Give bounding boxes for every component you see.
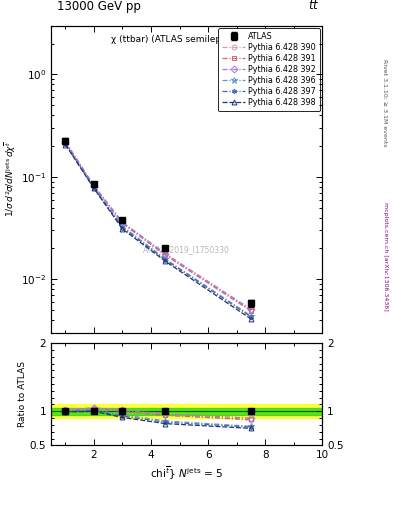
Pythia 6.428 392 [92, 183, 96, 189]
Pythia 6.428 391 [92, 183, 96, 189]
Pythia 6.428 390 [163, 251, 168, 258]
Pythia 6.428 397 [63, 141, 68, 147]
Pythia 6.428 391 [120, 221, 125, 227]
Pythia 6.428 396 [248, 313, 253, 319]
Text: 13000 GeV pp: 13000 GeV pp [57, 1, 140, 13]
Pythia 6.428 398 [92, 185, 96, 191]
Legend: ATLAS, Pythia 6.428 390, Pythia 6.428 391, Pythia 6.428 392, Pythia 6.428 396, P: ATLAS, Pythia 6.428 390, Pythia 6.428 39… [218, 28, 320, 111]
Pythia 6.428 392 [120, 219, 125, 225]
Text: $t\bar{t}$: $t\bar{t}$ [308, 0, 320, 13]
Pythia 6.428 392 [163, 250, 168, 257]
Pythia 6.428 397 [163, 257, 168, 263]
Pythia 6.428 398 [63, 141, 68, 147]
Pythia 6.428 392 [63, 139, 68, 145]
Pythia 6.428 390 [120, 219, 125, 225]
Text: χ (ttbar) (ATLAS semileptonic ttbar): χ (ttbar) (ATLAS semileptonic ttbar) [112, 35, 273, 44]
Pythia 6.428 396 [120, 223, 125, 229]
Pythia 6.428 398 [163, 258, 168, 264]
Pythia 6.428 390 [92, 183, 96, 189]
Pythia 6.428 398 [120, 226, 125, 232]
Pythia 6.428 392 [248, 306, 253, 312]
Bar [51, 408, 322, 415]
Pythia 6.428 390 [248, 307, 253, 313]
Text: ATLAS_2019_I1750330: ATLAS_2019_I1750330 [143, 245, 230, 254]
Line: Pythia 6.428 392: Pythia 6.428 392 [63, 139, 253, 312]
Pythia 6.428 391 [63, 139, 68, 145]
Pythia 6.428 390 [63, 138, 68, 144]
Pythia 6.428 396 [163, 256, 168, 262]
X-axis label: chi$^{\overline{t}}$} $N^{\rm jets}$ = 5: chi$^{\overline{t}}$} $N^{\rm jets}$ = 5 [150, 464, 223, 482]
Line: Pythia 6.428 397: Pythia 6.428 397 [63, 141, 253, 319]
Text: mcplots.cern.ch [arXiv:1306.3436]: mcplots.cern.ch [arXiv:1306.3436] [383, 202, 387, 310]
Pythia 6.428 397 [248, 314, 253, 320]
Pythia 6.428 397 [92, 185, 96, 191]
Pythia 6.428 391 [163, 252, 168, 258]
Pythia 6.428 398 [248, 316, 253, 322]
Text: Rivet 3.1.10; ≥ 3.1M events: Rivet 3.1.10; ≥ 3.1M events [383, 58, 387, 146]
Line: Pythia 6.428 398: Pythia 6.428 398 [63, 142, 253, 322]
Line: Pythia 6.428 391: Pythia 6.428 391 [63, 140, 253, 313]
Line: Pythia 6.428 396: Pythia 6.428 396 [62, 140, 254, 319]
Pythia 6.428 396 [92, 184, 96, 190]
Bar [51, 404, 322, 418]
Pythia 6.428 391 [248, 308, 253, 314]
Y-axis label: Ratio to ATLAS: Ratio to ATLAS [18, 361, 27, 427]
Line: Pythia 6.428 390: Pythia 6.428 390 [63, 139, 253, 312]
Pythia 6.428 396 [63, 140, 68, 146]
Y-axis label: $1/\sigma\,d^{2}\!\sigma/dN^{\rm jets}\,d\chi^{\overline{t}}$: $1/\sigma\,d^{2}\!\sigma/dN^{\rm jets}\,… [2, 141, 18, 217]
Pythia 6.428 397 [120, 224, 125, 230]
